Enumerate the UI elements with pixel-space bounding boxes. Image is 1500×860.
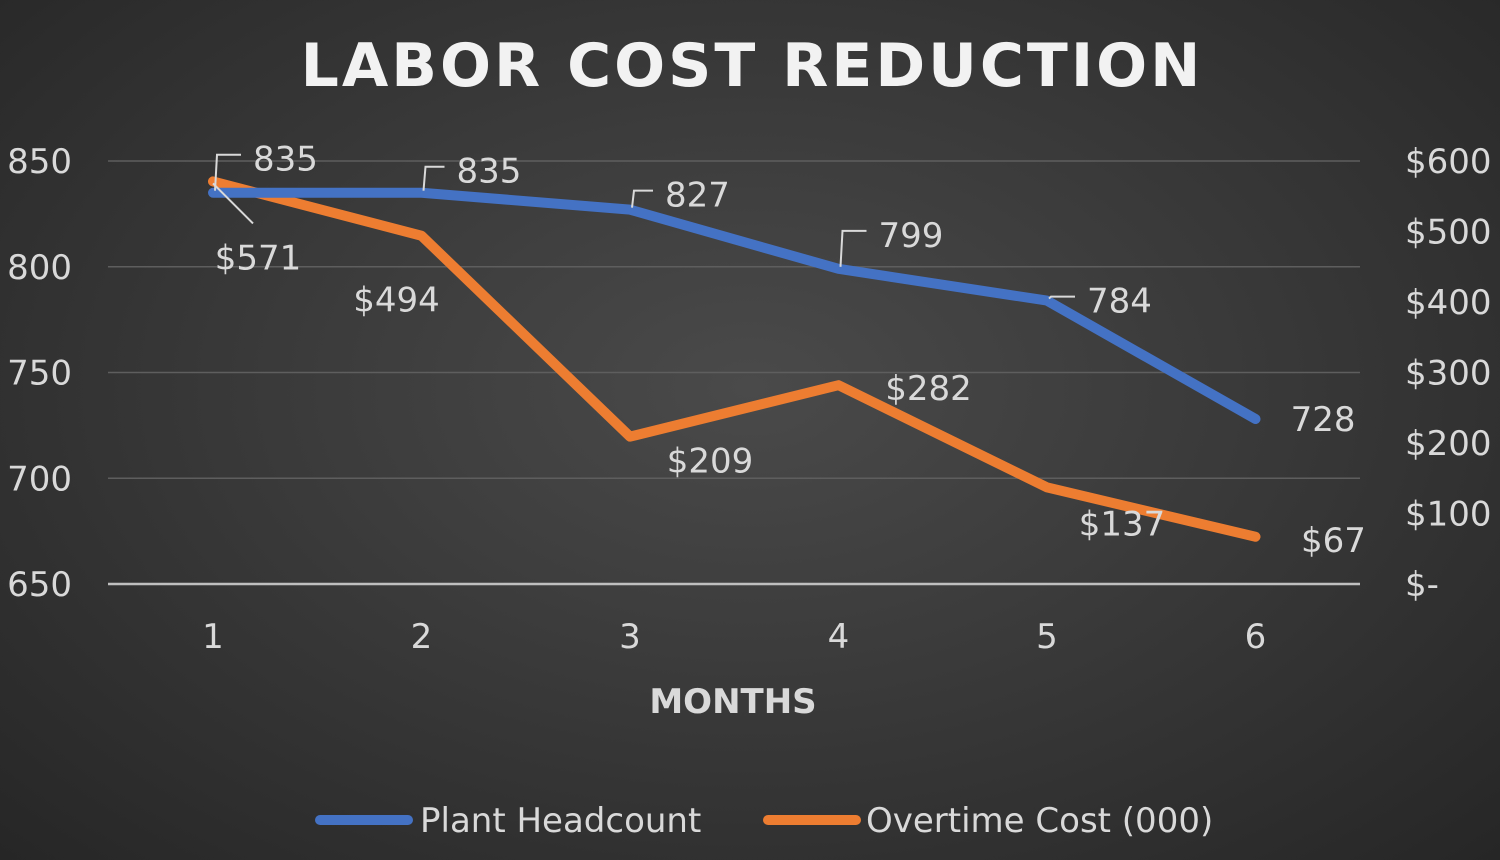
left-tick-label: 650 (7, 565, 72, 605)
data-labels: 835 835 827 799 784 728 $571 $494 $209 $282 $137 $6… (212, 140, 1366, 561)
left-tick-label: 750 (7, 354, 72, 394)
overtime-data-label: $137 (1079, 504, 1166, 544)
right-tick-label: $200 (1405, 424, 1492, 464)
right-tick-label: $100 (1405, 495, 1492, 535)
right-tick-label: $600 (1405, 142, 1492, 182)
label-leader (422, 165, 445, 191)
left-tick-label: 850 (7, 142, 72, 182)
overtime-data-label: $67 (1301, 521, 1366, 561)
right-tick-label: $- (1405, 565, 1439, 605)
left-tick-label: 700 (7, 459, 72, 499)
x-tick-label: 4 (828, 617, 850, 657)
label-leader (214, 153, 241, 191)
headcount-data-label: 784 (1087, 282, 1152, 322)
series-lines (208, 176, 1261, 542)
headcount-data-label: 835 (457, 152, 522, 192)
x-axis-title: MONTHS (649, 682, 816, 722)
label-leader (1048, 295, 1075, 300)
left-tick-label: 800 (7, 248, 72, 288)
x-tick-label: 3 (619, 617, 641, 657)
x-tick-label: 5 (1036, 617, 1058, 657)
right-tick-label: $500 (1405, 213, 1492, 253)
headcount-data-label: 835 (253, 140, 318, 180)
legend: Plant Headcount Overtime Cost (000) (315, 801, 1213, 841)
gridlines (108, 160, 1360, 586)
legend-label-headcount: Plant Headcount (420, 801, 701, 841)
overtime-data-label: $209 (667, 442, 754, 482)
overtime-data-label: $494 (353, 281, 440, 321)
legend-label-overtime: Overtime Cost (000) (866, 801, 1213, 841)
right-y-axis: $600 $500 $400 $300 $200 $100 $- (1405, 142, 1492, 605)
chart-title: LABOR COST REDUCTION (301, 31, 1204, 101)
label-leader (839, 229, 867, 267)
label-leader (631, 189, 653, 208)
right-tick-label: $400 (1405, 283, 1492, 323)
x-tick-label: 6 (1245, 617, 1267, 657)
left-y-axis: 850 800 750 700 650 (7, 142, 72, 605)
headcount-line (208, 187, 1261, 425)
overtime-cost-line (208, 176, 1261, 542)
overtime-data-label: $282 (885, 369, 972, 409)
x-axis: 1 2 3 4 5 6 (202, 617, 1266, 657)
right-tick-label: $300 (1405, 354, 1492, 394)
headcount-data-label: 827 (665, 176, 730, 216)
headcount-data-label: 799 (879, 216, 944, 256)
label-leader (212, 182, 254, 225)
overtime-data-label: $571 (215, 238, 302, 278)
x-tick-label: 1 (202, 617, 224, 657)
headcount-data-label: 728 (1291, 400, 1356, 440)
x-tick-label: 2 (411, 617, 433, 657)
